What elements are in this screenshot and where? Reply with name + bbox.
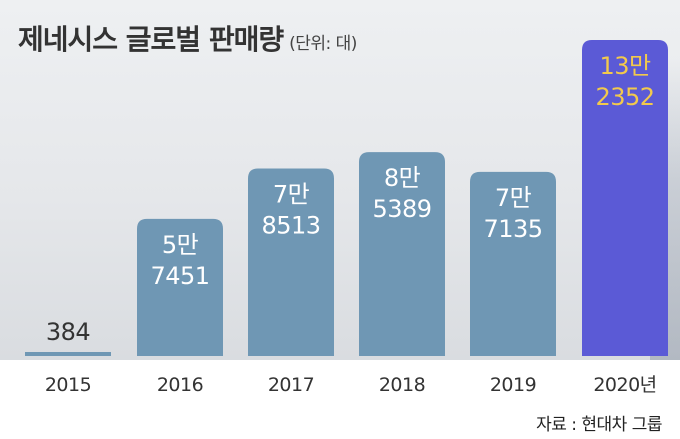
source-note: 자료 : 현대차 그룹	[536, 415, 662, 435]
bar-2018	[359, 152, 445, 356]
x-tick-label-2019: 2019	[490, 374, 536, 396]
bar-2016	[137, 218, 223, 356]
value-label-2017-2: 8513	[261, 212, 320, 240]
value-label-2016-2: 7451	[150, 262, 209, 290]
unit-label: (단위: 대)	[289, 34, 357, 54]
value-label-2020년-2: 2352	[595, 83, 654, 111]
x-tick-label-2016: 2016	[157, 374, 203, 396]
plot-background	[0, 0, 680, 360]
bar-2017	[248, 168, 334, 356]
x-tick-label-2020년: 2020년	[593, 374, 656, 396]
bar-2015	[25, 352, 111, 356]
value-labels-group: 384 5만 7451 7만 8513 8만 5389 7만 7135 13만 2352	[46, 52, 655, 346]
x-tick-label-2018: 2018	[379, 374, 425, 396]
value-label-2016-1: 5만	[162, 231, 199, 259]
bars-group	[25, 40, 668, 356]
title-row: 제네시스 글로벌 판매량 (단위: 대)	[18, 18, 357, 58]
value-label-2018-1: 8만	[384, 164, 421, 192]
bar-2019	[470, 171, 556, 356]
value-label-2019-2: 7135	[483, 215, 542, 243]
x-tick-label-2015: 2015	[45, 374, 91, 396]
value-label-2018-2: 5389	[372, 195, 431, 223]
value-label-2020년-1: 13만	[599, 52, 651, 80]
x-tick-label-2017: 2017	[268, 374, 314, 396]
value-label-2015-1: 384	[46, 318, 90, 346]
x-tick-labels-group: 2015 2016 2017 2018 2019 2020년	[45, 374, 657, 396]
bar-2020년	[582, 40, 668, 356]
value-label-2017-1: 7만	[273, 181, 310, 209]
chart-title: 제네시스 글로벌 판매량	[18, 23, 284, 56]
value-label-2019-1: 7만	[495, 184, 532, 212]
